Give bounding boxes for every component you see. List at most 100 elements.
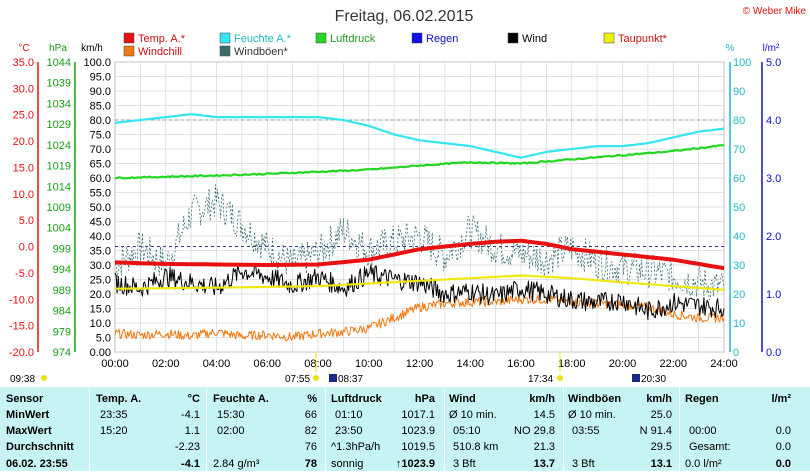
rain-axis-unit: l/m²	[763, 43, 780, 54]
legend-swatch	[219, 45, 231, 57]
humidity-tick: 70	[733, 144, 745, 156]
series-line	[114, 144, 724, 180]
rain-day: 0.0 l/m²	[685, 458, 722, 470]
series-line	[114, 184, 725, 301]
time-tick: 24:00	[710, 358, 738, 370]
humidity-tick: 90	[733, 86, 745, 98]
humidity-tick: 50	[733, 202, 745, 214]
wind-tick: 0.00	[90, 347, 111, 359]
press-title: Luftdruck	[331, 393, 382, 405]
chart-title: Freitag, 06.02.2015	[335, 8, 474, 25]
temp-tick: -5.0	[15, 268, 34, 280]
temp-tick: 20.0	[13, 136, 34, 148]
wind-tick: 35.0	[90, 246, 111, 258]
wind-distance: 510.8 km	[453, 441, 499, 453]
temp-tick: -20.0	[9, 347, 34, 359]
time-tick: 02:00	[152, 358, 180, 370]
wind-tick: 15.0	[90, 304, 111, 316]
legend-label: Temp. A.*	[138, 33, 186, 45]
temp-tick: 15.0	[13, 162, 34, 174]
wind-tick: 40.0	[90, 231, 111, 243]
humidity-tick: 20	[733, 289, 745, 301]
wind-tick: 5.0	[96, 333, 111, 345]
temp-min-time: 23:35	[100, 409, 128, 421]
rain-unit: l/m²	[771, 393, 791, 405]
hum-title: Feuchte A.	[213, 393, 269, 405]
legend-swatch	[123, 32, 135, 44]
press-state: sonnig	[331, 458, 364, 470]
moonset-time: 20:30	[641, 374, 666, 385]
stats-pressure: Luftdruck hPa 01:10 1017.1 23:50 1023.9 ^1.…	[331, 387, 435, 471]
time-tick: 22:00	[659, 358, 687, 370]
time-tick: 18:00	[558, 358, 586, 370]
moonrise-time: 08:37	[338, 374, 363, 385]
rain-tick: 5.0	[766, 57, 781, 69]
temp-tick: 10.0	[13, 189, 34, 201]
temp-tick: -10.0	[9, 294, 34, 306]
wind-tick: 85.0	[90, 101, 111, 113]
temp-tick: 0.0	[19, 242, 34, 254]
rain-total: 0.0	[775, 441, 791, 453]
pressure-tick: 974	[53, 347, 71, 359]
humidity-tick: 10	[733, 318, 745, 330]
humidity-tick: 0	[733, 347, 739, 359]
legend: Temp. A.* Feuchte A.* Luftdruck Regen Wind Ta…	[123, 32, 668, 58]
press-min-value: 1017.1	[401, 409, 435, 421]
gust-unit: km/h	[646, 393, 672, 405]
wind-day-avg: 21.3	[533, 441, 555, 453]
wind-avg-value: 14.5	[533, 409, 555, 421]
time-tick: 10:00	[355, 358, 383, 370]
rain-tick: 3.0	[766, 173, 781, 185]
gust-current: 13.1	[650, 458, 672, 470]
legend-swatch	[219, 32, 231, 44]
label-sensor: Sensor	[6, 393, 44, 405]
time-tick: 00:00	[101, 358, 129, 370]
legend-label: Windböen*	[234, 46, 289, 58]
pressure-axis-unit: hPa	[49, 43, 67, 54]
event-markers: 09:38 07:55 08:37 17:34 20:30	[10, 352, 666, 385]
sun-marker-icon	[41, 375, 47, 381]
event-time-left: 09:38	[10, 374, 35, 385]
temp-unit: °C	[187, 393, 200, 405]
gust-title: Windböen	[568, 393, 622, 405]
rain-tick: 4.0	[766, 115, 781, 127]
legend-swatch	[123, 45, 135, 57]
time-tick: 04:00	[203, 358, 231, 370]
press-max-value: 1023.9	[401, 425, 435, 437]
hum-min-time: 15:30	[217, 409, 245, 421]
rain-current: 0.0	[775, 458, 791, 470]
wind-tick: 20.0	[90, 289, 111, 301]
temp-avg: -2.23	[174, 441, 200, 453]
legend-swatch	[315, 32, 327, 44]
wind-tick: 90.0	[90, 86, 111, 98]
temp-tick: 5.0	[19, 215, 34, 227]
copyright: © Weber Mike	[743, 6, 807, 17]
temp-tick: 30.0	[13, 83, 34, 95]
wind-avg-label: Ø 10 min.	[449, 409, 497, 421]
legend-label: Windchill	[138, 46, 182, 58]
gust-day-avg: 29.5	[650, 441, 672, 453]
time-tick: 16:00	[507, 358, 535, 370]
press-max-time: 23:50	[335, 425, 363, 437]
stats-wind: Wind km/h Ø 10 min. 14.5 05:10 NO 29.8 510.…	[449, 387, 555, 471]
stats-panel: Sensor MinWert MaxWert Durchschnitt 06.0…	[0, 387, 810, 471]
pressure-tick: 1039	[47, 78, 71, 90]
wind-tick: 65.0	[90, 159, 111, 171]
wind-tick: 10.0	[90, 318, 111, 330]
event-time-mid: 17:34	[528, 374, 553, 385]
wind-bft: 3 Bft	[453, 458, 476, 470]
rain-total-label: Gesamt:	[689, 441, 731, 453]
rain-title: Regen	[685, 393, 719, 405]
gust-avg-label: Ø 10 min.	[568, 409, 616, 421]
hum-max-time: 02:00	[217, 425, 245, 437]
pressure-tick: 1034	[47, 98, 71, 110]
stats-labels: Sensor MinWert MaxWert Durchschnitt 06.0…	[6, 387, 88, 471]
gust-avg-value: 25.0	[650, 409, 672, 421]
temp-tick: -15.0	[9, 321, 34, 333]
legend-swatch	[411, 32, 423, 44]
stats-gust: Windböen km/h Ø 10 min. 25.0 03:55 N 91.4 2…	[568, 387, 672, 471]
stats-humidity: Feuchte A.% 15:30 66 02:00 82 76 2.84 g/m³…	[213, 387, 317, 471]
series-line	[114, 238, 725, 271]
pressure-tick: 999	[53, 243, 71, 255]
temp-tick: 25.0	[13, 110, 34, 122]
